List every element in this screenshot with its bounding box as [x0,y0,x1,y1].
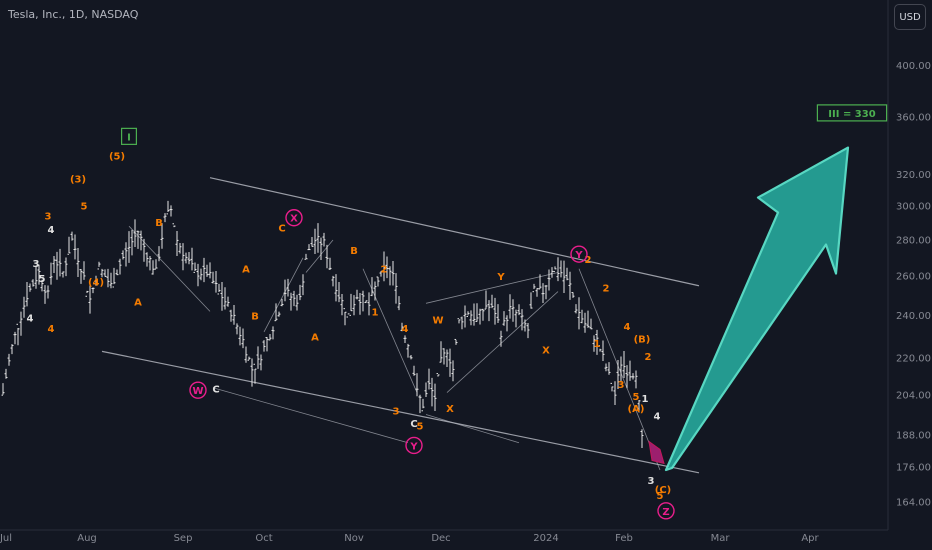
wave-label: W [432,316,443,327]
x-tick-label: Feb [615,533,633,544]
wave-label: 5 [417,422,424,433]
wave-line [263,257,304,333]
wave-label: (C) [655,485,671,496]
y-tick-label: 320.00 [896,170,931,181]
x-tick-label: Dec [431,533,450,544]
circle-wave-marker [189,381,207,399]
wave-label: 2 [603,284,610,295]
x-tick-label: Aug [77,533,97,544]
wave-label: 5 [633,392,640,403]
wave-label: 4 [624,322,631,333]
wave-label: B [350,246,358,257]
currency-button[interactable]: USD [894,4,926,30]
wave-label: B [251,311,259,322]
x-tick-label: Jul [0,533,12,544]
small-projection-arrow [648,440,665,465]
y-tick-label: 300.00 [896,202,931,213]
circle-wave-marker [657,502,675,520]
circle-wave-marker [285,209,303,227]
wave-label: C [278,223,285,234]
wave-label: 3 [618,380,625,391]
wave-label: 4 [654,412,661,423]
wave-line [212,387,409,444]
wave-label: C [410,419,417,430]
wave-line [425,414,520,444]
x-tick-label: 2024 [533,533,558,544]
channel-line [101,350,700,474]
wave-label: X [446,404,454,415]
wave-label: 4 [48,324,55,335]
x-tick-label: Oct [255,533,272,544]
y-tick-label: 240.00 [896,311,931,322]
x-tick-label: Nov [344,533,364,544]
wave-label: (B) [634,335,651,346]
y-tick-label: 176.00 [896,463,931,474]
circle-wave-label: Y [574,250,583,261]
circle-wave-label: Z [662,507,669,518]
wave-label: B [155,218,163,229]
wave-label: Y [496,272,505,283]
wave-label: 3 [393,407,400,418]
symbol-legend: Tesla, Inc., 1D, NASDAQ [8,8,139,21]
circle-wave-label: W [192,386,203,397]
wave-label: (3) [70,174,86,185]
x-tick-label: Apr [801,533,819,544]
x-tick-label: Mar [711,533,731,544]
x-tick-label: Sep [174,533,193,544]
box-label-frame [120,127,137,145]
y-tick-label: 360.00 [896,112,931,123]
box-label: I [127,132,131,143]
wave-label: 2 [585,255,592,266]
wave-label: 4 [48,225,55,236]
wave-label: 3 [45,211,52,222]
wave-label: 2 [381,264,388,275]
y-tick-label: 164.00 [896,497,931,508]
wave-label: A [242,264,250,275]
y-tick-label: 400.00 [896,61,931,72]
wave-label: 3 [648,476,655,487]
wave-line [128,225,211,312]
wave-label: 5 [39,274,46,285]
circle-wave-marker [570,245,588,263]
wave-label: (4) [88,278,104,289]
wave-label: 1 [594,339,601,350]
box-label: III = 330 [828,109,875,120]
wave-label: A [134,297,142,308]
wave-line [425,272,559,304]
wave-label: 3 [33,259,40,270]
wave-line [446,291,559,393]
channel-line [209,177,700,287]
y-tick-label: 204.00 [896,390,931,401]
wave-label: 4 [402,324,409,335]
wave-label: 1 [372,307,379,318]
circle-wave-label: X [290,214,298,225]
y-tick-label: 220.00 [896,353,931,364]
wave-label: A [311,333,319,344]
box-label-frame [816,104,888,122]
wave-label: C [212,385,219,396]
wave-label: 4 [27,314,34,325]
wave-line [362,268,418,393]
circle-wave-label: Y [409,441,418,452]
wave-label: (A) [628,404,645,415]
circle-wave-marker [405,436,423,455]
wave-label: X [542,346,550,357]
wave-label: (5) [109,152,125,163]
y-tick-label: 188.00 [896,430,931,441]
wave-line [305,239,334,273]
wave-label: 2 [645,352,652,363]
wave-label: 1 [642,394,649,405]
projection-arrow [664,146,850,472]
y-tick-label: 260.00 [896,272,931,283]
wave-label: 5 [657,491,664,502]
wave-label: 5 [81,201,88,212]
y-tick-label: 280.00 [896,235,931,246]
